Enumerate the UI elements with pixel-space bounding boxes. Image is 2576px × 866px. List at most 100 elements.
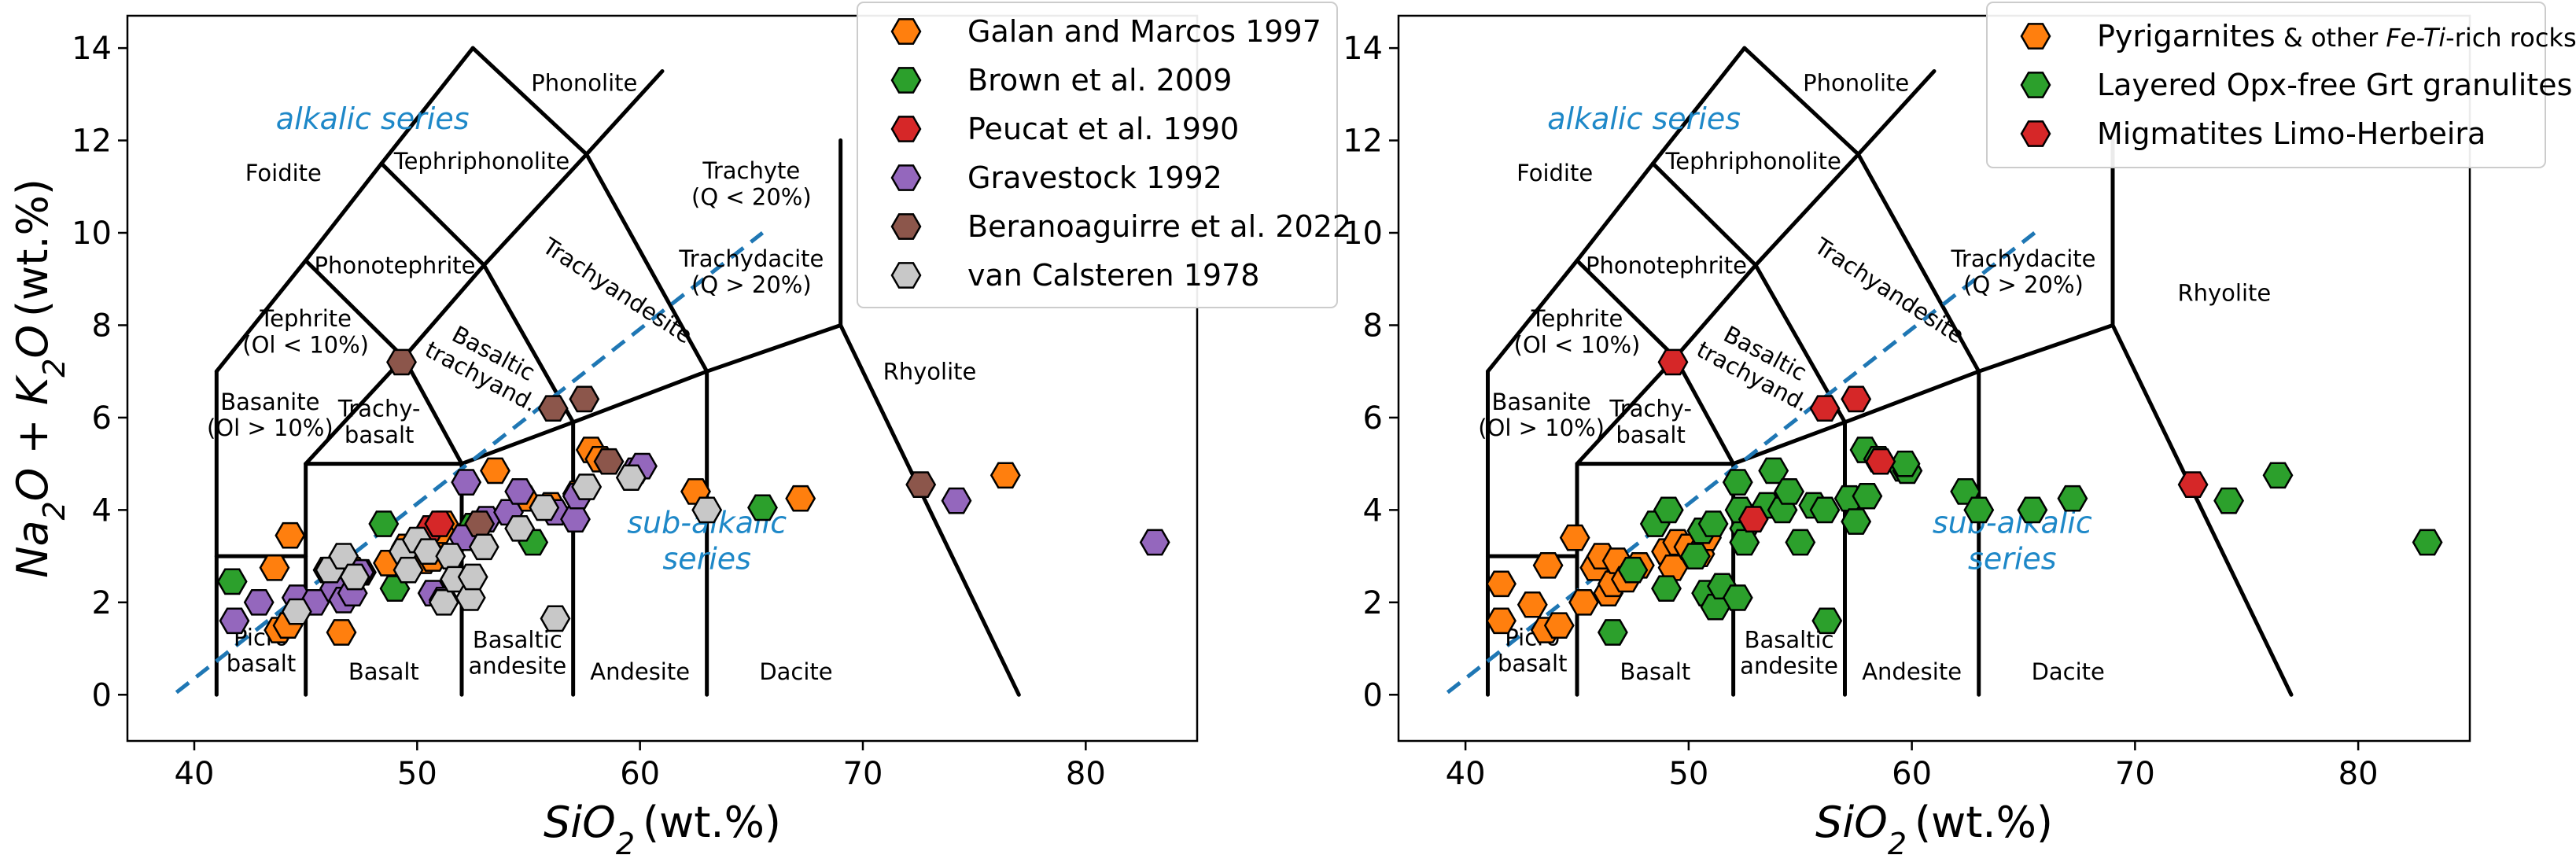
field-label-basaltic-trachyand: Basaltictrachyand. bbox=[421, 313, 555, 418]
field-label-basaltic-andesite: Basaltic andesite bbox=[468, 626, 566, 679]
y-tick-label: 2 bbox=[92, 585, 112, 621]
field-label-foidite: Foidite bbox=[245, 160, 322, 186]
y-axis-title: Na2O + K2O(wt.%) bbox=[8, 179, 72, 578]
data-point bbox=[339, 563, 370, 591]
tas-boundary-line bbox=[1650, 161, 1758, 267]
data-point bbox=[1568, 588, 1599, 616]
data-point bbox=[989, 462, 1021, 489]
data-point bbox=[529, 494, 560, 521]
series-label-alkalic-series: alkalic series bbox=[1547, 101, 1741, 136]
legend-frame bbox=[857, 2, 1338, 308]
tas-boundary-line bbox=[1742, 46, 1861, 157]
field-label-basanite-ol-10: Basanite (Ol > 10%) bbox=[1478, 389, 1605, 441]
data-point bbox=[1889, 450, 1921, 477]
data-point bbox=[537, 395, 569, 422]
x-tick-label: 70 bbox=[2115, 756, 2155, 792]
data-point bbox=[386, 348, 417, 376]
y-tick-label: 4 bbox=[92, 492, 112, 529]
field-label-rhyolite: Rhyolite bbox=[2177, 280, 2271, 307]
tas-boundary-line bbox=[379, 46, 475, 166]
tas-boundary-line bbox=[1650, 46, 1747, 166]
data-point bbox=[2017, 496, 2048, 524]
data-point bbox=[424, 510, 455, 537]
field-label-andesite: Andesite bbox=[1862, 658, 1962, 685]
data-point bbox=[243, 588, 275, 616]
data-point bbox=[1516, 591, 1548, 618]
data-point bbox=[435, 543, 466, 569]
data-point bbox=[1657, 348, 1689, 376]
legend-label: Peucat et al. 1990 bbox=[967, 112, 1239, 146]
data-point bbox=[1852, 482, 1883, 510]
data-point bbox=[480, 457, 510, 485]
tas-boundary-line bbox=[1843, 369, 1981, 425]
legend-label: Layered Opx-free Grt granulites bbox=[2097, 68, 2572, 102]
y-tick-label: 8 bbox=[92, 308, 112, 344]
left-plot-panel: 40 50 60 70 80 0 2 4 6 8 10 12 14 SiO2 (wt.%) Na2O + K2… bbox=[8, 2, 1351, 861]
legend-frame bbox=[1986, 2, 2546, 168]
data-point bbox=[216, 568, 248, 595]
data-point bbox=[413, 538, 444, 566]
data-point bbox=[1865, 448, 1896, 475]
field-label-trachy-basalt: Trachy-basalt bbox=[1609, 396, 1692, 448]
data-point bbox=[1722, 584, 1753, 611]
data-point bbox=[1617, 556, 1649, 584]
field-label-trachyandesite: Trachyandesite bbox=[1809, 232, 1969, 349]
data-point bbox=[326, 619, 357, 646]
field-label-trachyte-q-20: Trachyte (Q < 20%) bbox=[691, 157, 812, 210]
tas-boundary-line bbox=[1856, 68, 1937, 157]
field-label-trachydacite-q-20: Trachydacite (Q > 20%) bbox=[1950, 245, 2095, 298]
field-label-basalt: Basalt bbox=[348, 658, 419, 685]
data-point bbox=[2213, 487, 2245, 514]
legend-label: van Calsteren 1978 bbox=[967, 258, 1259, 293]
legend-marker bbox=[890, 116, 922, 142]
field-label-foidite: Foidite bbox=[1516, 160, 1593, 186]
x-tick-label: 40 bbox=[175, 756, 215, 792]
data-point bbox=[905, 471, 937, 498]
x-tick-label: 60 bbox=[620, 756, 660, 792]
field-label-andesite: Andesite bbox=[590, 658, 690, 685]
data-point bbox=[615, 464, 647, 492]
tas-boundary-line bbox=[705, 322, 843, 374]
y-tick-label: 4 bbox=[1363, 492, 1383, 529]
tas-boundary-line bbox=[214, 258, 308, 374]
tas-boundary-line bbox=[1753, 152, 1861, 267]
tas-boundary-line bbox=[304, 161, 384, 263]
field-label-dacite: Dacite bbox=[2032, 658, 2105, 685]
data-point bbox=[457, 563, 488, 591]
data-point bbox=[1597, 619, 1628, 646]
legend-label: Migmatites Limo-Herbeira bbox=[2097, 116, 2486, 151]
data-point bbox=[1729, 529, 1760, 556]
data-point bbox=[428, 588, 459, 616]
data-point bbox=[1651, 575, 1682, 603]
tas-boundary-line bbox=[1575, 161, 1655, 263]
series-migmatites-limo-herbeira bbox=[1657, 348, 2209, 532]
y-tick-label: 8 bbox=[1363, 308, 1383, 344]
legend-marker bbox=[2020, 72, 2051, 98]
x-tick-label: 60 bbox=[1892, 756, 1932, 792]
x-tick-label: 50 bbox=[397, 756, 437, 792]
field-label-trachydacite-q-20: Trachydacite (Q > 20%) bbox=[678, 245, 824, 298]
field-label-dacite: Dacite bbox=[759, 658, 832, 685]
data-point bbox=[1841, 508, 1872, 535]
field-label-basanite-ol-10: Basanite (Ol > 10%) bbox=[207, 389, 334, 441]
series-label-alkalic-series: alkalic series bbox=[276, 101, 470, 136]
legend-label: Pyrigarnites & other Fe-Ti-rich rocks bbox=[2097, 19, 2576, 53]
tas-boundary-line bbox=[584, 152, 709, 374]
tas-boundary-line bbox=[1673, 263, 1758, 360]
tas-boundary-line bbox=[1575, 258, 1678, 360]
legend-label: Galan and Marcos 1997 bbox=[967, 14, 1321, 49]
plot-frame bbox=[1397, 14, 2471, 743]
data-point bbox=[540, 605, 571, 632]
tas-boundary-line bbox=[584, 68, 665, 157]
y-tick-label: 10 bbox=[72, 216, 112, 252]
field-label-basalt: Basalt bbox=[1620, 658, 1690, 685]
data-point bbox=[1559, 524, 1590, 551]
legend-marker bbox=[890, 18, 922, 45]
data-point bbox=[569, 385, 600, 413]
y-tick-label: 10 bbox=[1343, 216, 1383, 252]
data-point bbox=[785, 485, 816, 512]
data-point bbox=[1679, 543, 1711, 569]
data-point bbox=[1963, 496, 1995, 524]
field-label-trachyandesite: Trachyandesite bbox=[537, 232, 697, 349]
